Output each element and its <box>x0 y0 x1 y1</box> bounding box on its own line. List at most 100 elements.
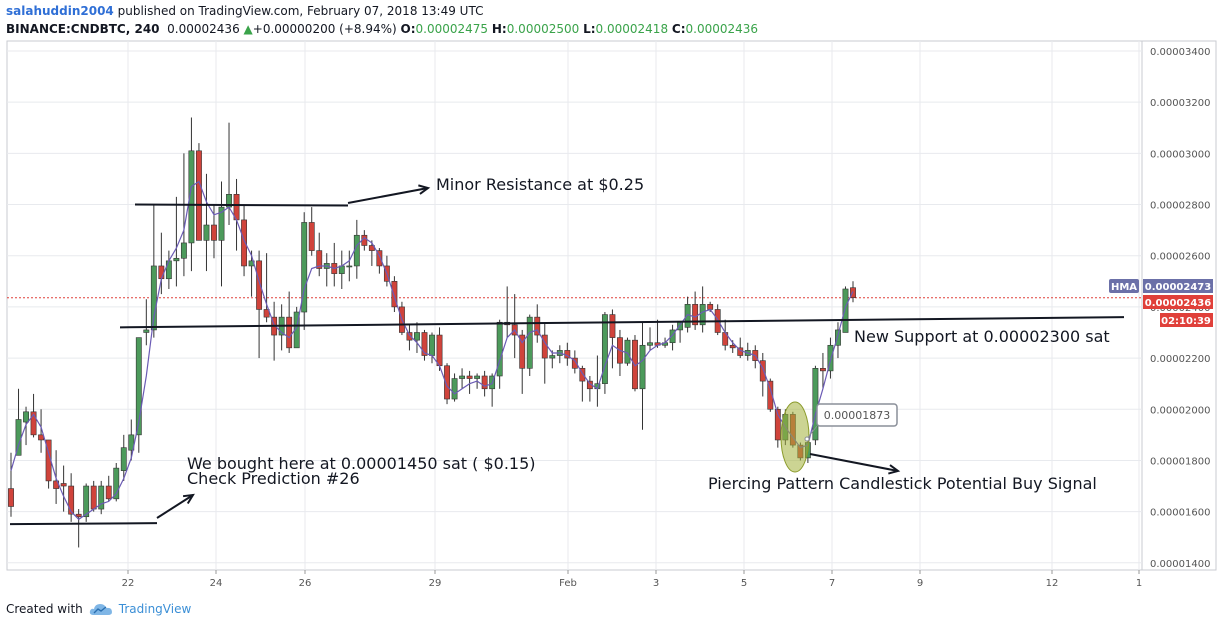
price-change: +0.00000200 (+8.94%) <box>252 22 397 36</box>
candle-body <box>609 314 616 338</box>
grid <box>7 41 1142 570</box>
candle <box>406 324 413 351</box>
plot-area <box>6 40 1143 571</box>
y-tick-label: 0.00001400 <box>1150 559 1210 570</box>
annotation-resistance: Minor Resistance at $0.25 <box>436 175 644 194</box>
resistance-line <box>134 203 349 207</box>
candle-body <box>647 342 653 346</box>
bought-line <box>9 522 158 526</box>
candle <box>496 319 503 389</box>
candle-body <box>105 485 112 500</box>
candle <box>98 480 105 515</box>
x-tick-label: 3 <box>653 578 659 589</box>
candle-body <box>346 265 353 268</box>
candle <box>699 286 706 333</box>
x-tick-label: 7 <box>829 578 835 589</box>
candle <box>218 181 225 287</box>
y-tick-label: 0.00001600 <box>1150 508 1210 519</box>
candle-body <box>113 467 120 500</box>
candle-body <box>406 332 413 341</box>
candle <box>669 324 676 351</box>
last-price-label: 0.00002436 02:10:39 <box>1143 295 1213 327</box>
last-value: 0.00002436 <box>1145 298 1211 309</box>
candle-body <box>451 378 458 400</box>
candle-body <box>729 344 736 349</box>
created-with-text: Created with <box>6 602 83 616</box>
candle-body <box>203 224 210 241</box>
candle-body <box>481 375 488 390</box>
low-label: L: <box>583 22 596 36</box>
candle <box>376 248 383 274</box>
candle-body <box>444 365 450 400</box>
candle-body <box>165 260 172 280</box>
candle-body <box>23 411 29 423</box>
candle-body <box>301 222 308 313</box>
candle <box>767 378 774 412</box>
bought-arrow <box>156 494 194 519</box>
candle-body <box>414 332 420 341</box>
candle <box>286 291 293 353</box>
candle <box>120 434 127 481</box>
candle <box>481 370 488 397</box>
bar-countdown: 02:10:39 <box>1161 316 1211 327</box>
low-value: 0.00002418 <box>595 22 669 36</box>
y-tick-label: 0.00003000 <box>1150 149 1210 160</box>
candle <box>211 204 217 259</box>
candle <box>263 253 270 323</box>
candle-body <box>436 334 443 367</box>
candle <box>835 322 841 359</box>
annotation-support: New Support at 0.00002300 sat <box>854 327 1110 346</box>
open-value: 0.00002475 <box>415 22 489 36</box>
symbol-label[interactable]: BINANCE:CNDBTC, 240 <box>6 22 160 36</box>
tradingview-link[interactable]: TradingView <box>89 602 192 616</box>
annotation-bought: We bought here at 0.00001450 sat ( $0.15… <box>187 454 536 473</box>
candle <box>519 329 526 394</box>
support-line <box>119 316 1125 329</box>
candle-body <box>759 360 766 382</box>
candle-body <box>293 311 300 349</box>
candle-body <box>120 447 127 471</box>
candle-body <box>639 344 646 390</box>
resistance-arrow-head <box>418 184 431 195</box>
candle-body <box>842 288 849 333</box>
publish-text: published on TradingView.com, February 0… <box>117 4 484 18</box>
candle-body <box>286 316 293 349</box>
bought-arrow-head <box>182 493 195 505</box>
candle <box>819 352 826 389</box>
candle-body <box>429 334 435 356</box>
candle-body <box>827 344 834 372</box>
author-link[interactable]: salahuddin2004 <box>6 4 114 18</box>
candle <box>444 363 450 405</box>
candle-body <box>391 281 398 308</box>
candle-body <box>466 375 473 379</box>
candle-body <box>75 513 82 518</box>
candle-body <box>707 304 714 310</box>
candle <box>827 337 834 379</box>
candle-body <box>38 434 45 441</box>
candle <box>180 153 187 277</box>
piercing-arrow <box>809 453 899 472</box>
close-value: 0.00002436 <box>685 22 759 36</box>
candle-body <box>218 206 225 241</box>
candle-body <box>135 337 142 436</box>
callout-anchor <box>804 436 810 442</box>
piercing-arrow-head <box>888 464 901 475</box>
candle <box>842 286 849 333</box>
candle-body <box>624 339 631 364</box>
candle-body <box>496 321 503 377</box>
piercing-highlight <box>780 401 810 473</box>
candle <box>346 250 353 282</box>
candle-body <box>353 234 360 267</box>
candle <box>203 173 210 272</box>
candle-body <box>534 316 541 336</box>
candle-body <box>98 485 105 510</box>
candle-body <box>774 408 781 441</box>
candle <box>196 143 202 241</box>
candle-body <box>474 375 481 379</box>
x-axis-ticks: 22 24 26 29 Feb 3 5 7 9 12 1 <box>122 570 1142 589</box>
hma-line <box>10 180 854 521</box>
price-chart[interactable]: 0.00003400 0.00003200 0.00003000 0.00002800… <box>0 0 1219 600</box>
candle-body <box>83 485 90 518</box>
tradingview-brand: TradingView <box>118 602 192 616</box>
high-value: 0.00002500 <box>506 22 580 36</box>
